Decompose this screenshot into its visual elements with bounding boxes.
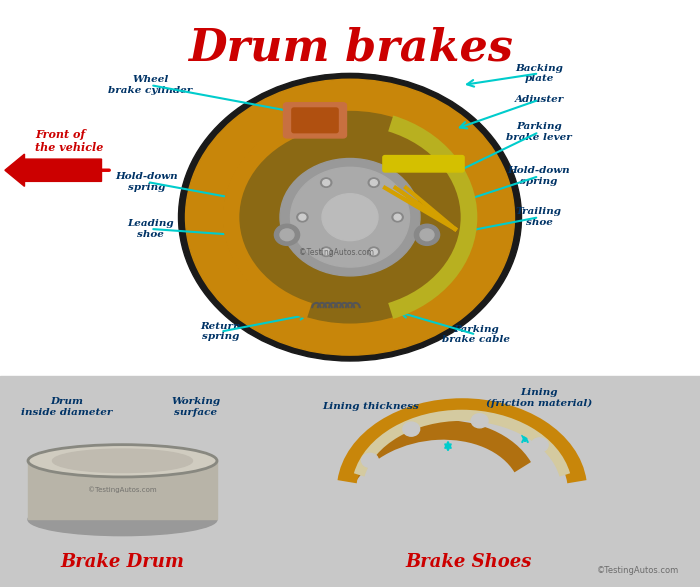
Circle shape: [299, 214, 306, 220]
Text: Brake Drum: Brake Drum: [61, 552, 184, 571]
Circle shape: [471, 414, 488, 428]
Circle shape: [362, 453, 379, 467]
Text: Working
surface: Working surface: [172, 397, 220, 417]
Circle shape: [368, 178, 379, 187]
Circle shape: [297, 212, 308, 222]
Circle shape: [321, 178, 332, 187]
Text: ©TestingAutos.com: ©TestingAutos.com: [88, 487, 157, 494]
Ellipse shape: [28, 504, 217, 536]
Circle shape: [414, 224, 440, 245]
Circle shape: [531, 438, 548, 452]
Bar: [0, 0, 700, 376]
Text: Wheel
brake cylinder: Wheel brake cylinder: [108, 75, 192, 95]
Text: Leading
shoe: Leading shoe: [127, 219, 174, 239]
Circle shape: [368, 247, 379, 257]
Circle shape: [370, 249, 377, 255]
Ellipse shape: [52, 449, 192, 473]
Text: Hold-down
spring: Hold-down spring: [508, 166, 570, 186]
Text: ©TestingAutos.com: ©TestingAutos.com: [596, 566, 679, 575]
Text: Front of
the vehicle: Front of the vehicle: [35, 129, 104, 153]
Circle shape: [290, 167, 410, 267]
Circle shape: [178, 73, 522, 361]
Circle shape: [392, 212, 403, 222]
Text: ©TestingAutos.com: ©TestingAutos.com: [298, 248, 374, 257]
Text: Parking
brake cable: Parking brake cable: [442, 325, 510, 345]
Bar: [0, 376, 700, 587]
Circle shape: [323, 249, 330, 255]
Circle shape: [321, 247, 332, 257]
Text: Lining
(friction material): Lining (friction material): [486, 389, 592, 408]
Circle shape: [402, 422, 419, 436]
Text: Hold-down
spring: Hold-down spring: [116, 172, 178, 192]
Text: Brake Shoes: Brake Shoes: [406, 552, 532, 571]
Circle shape: [186, 79, 514, 355]
Circle shape: [420, 229, 434, 241]
Circle shape: [224, 112, 476, 323]
FancyArrow shape: [5, 154, 102, 187]
FancyBboxPatch shape: [383, 156, 464, 172]
Circle shape: [370, 180, 377, 185]
Ellipse shape: [28, 445, 217, 477]
Circle shape: [323, 180, 330, 185]
FancyBboxPatch shape: [292, 108, 338, 133]
Text: Backing
plate: Backing plate: [515, 63, 563, 83]
Circle shape: [274, 224, 300, 245]
Text: Trailing
shoe: Trailing shoe: [516, 207, 562, 227]
Bar: [28, 461, 217, 519]
Text: Drum brakes: Drum brakes: [188, 26, 512, 69]
Text: Drum
inside diameter: Drum inside diameter: [21, 397, 112, 417]
Text: Parking
brake lever: Parking brake lever: [506, 122, 572, 142]
Text: Return
spring: Return spring: [200, 322, 241, 342]
Circle shape: [394, 214, 401, 220]
Text: Adjuster: Adjuster: [514, 95, 564, 104]
FancyBboxPatch shape: [284, 103, 346, 138]
Circle shape: [280, 229, 294, 241]
Circle shape: [322, 194, 378, 241]
Text: Lining thickness: Lining thickness: [323, 402, 419, 411]
Circle shape: [280, 158, 420, 276]
